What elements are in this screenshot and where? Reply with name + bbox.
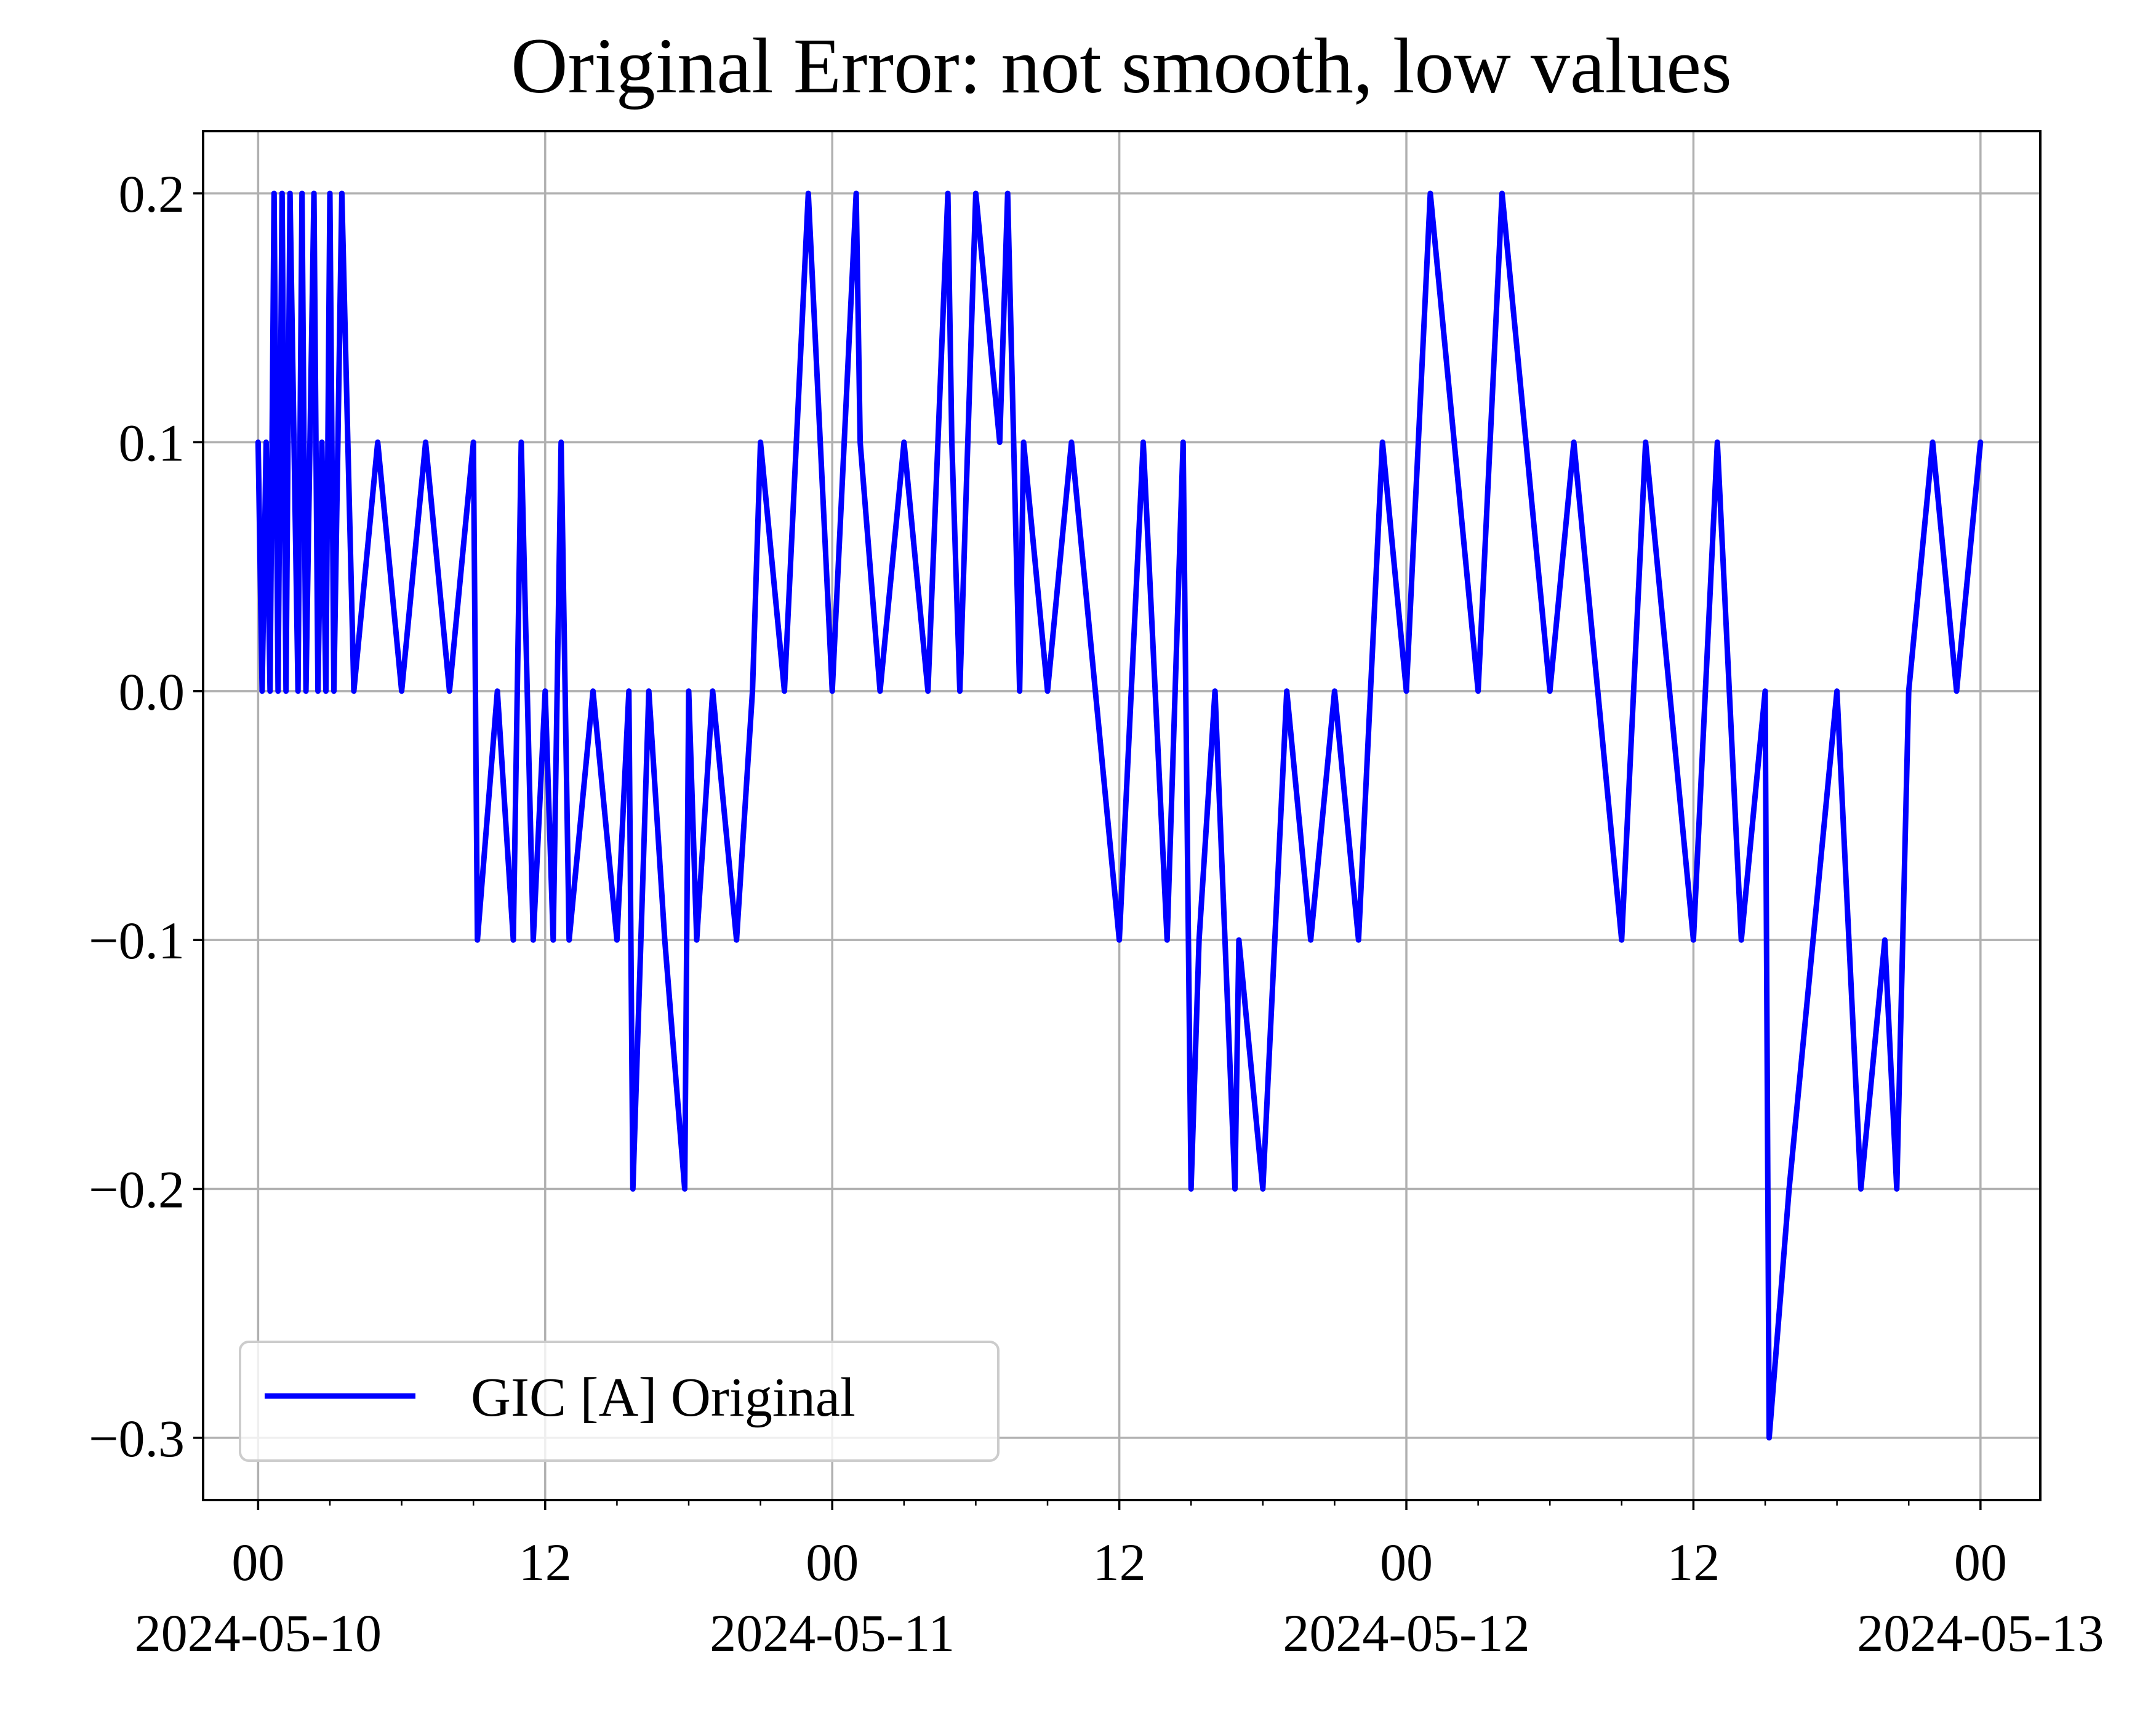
x-tick-date-label: 2024-05-10 [135,1603,382,1663]
y-tick-label: −0.3 [89,1409,185,1468]
tick-layer: 0.2 0.1 0.0 −0.1 −0.2 −0.3 00 2024-05-10 12 00 202… [89,164,2104,1663]
y-tick-label: 0.0 [119,662,185,721]
x-tick-date-label: 2024-05-13 [1857,1603,2104,1663]
grid-layer [203,131,2040,1500]
y-tick-label: 0.2 [119,164,185,223]
series-layer [255,190,1984,1441]
y-tick-label: 0.1 [119,413,185,472]
legend: GIC [A] Original [239,1341,1000,1462]
plot-frame [202,130,2042,1501]
y-tick-label: −0.1 [89,911,185,970]
series-line-gic-original [255,190,1984,1441]
legend-label: GIC [A] Original [471,1367,856,1428]
x-tick-label: 12 [519,1533,572,1592]
chart-title: Original Error: not smooth, low values [511,22,1732,110]
x-tick-label: 00 [1954,1533,2007,1592]
x-tick-date-label: 2024-05-11 [710,1603,955,1663]
x-tick-label: 00 [231,1533,284,1592]
legend-box [239,1341,1000,1462]
x-tick-label: 12 [1667,1533,1720,1592]
y-tick-label: −0.2 [89,1160,185,1219]
x-tick-label: 00 [806,1533,859,1592]
x-tick-label: 00 [1380,1533,1433,1592]
x-tick-label: 12 [1093,1533,1146,1592]
x-tick-date-label: 2024-05-12 [1283,1603,1529,1663]
